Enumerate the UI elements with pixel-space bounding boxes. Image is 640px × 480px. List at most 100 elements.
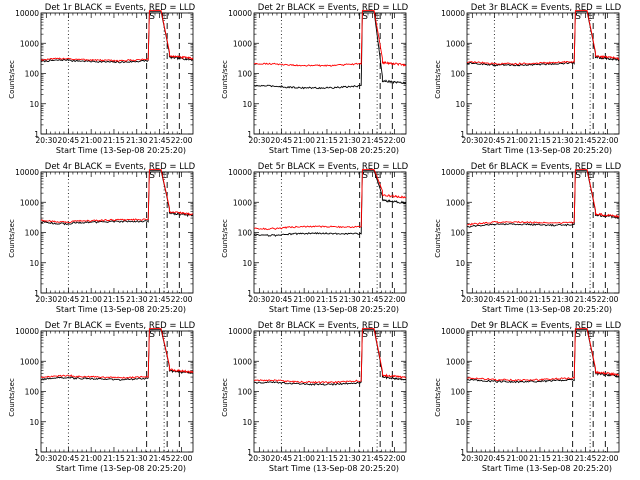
y-axis-label: Counts/sec	[434, 378, 442, 417]
x-tick-label: 21:15	[103, 136, 125, 145]
x-tick-label: 21:45	[575, 454, 597, 463]
series-line-events	[40, 11, 194, 64]
x-tick-label: 21:15	[529, 454, 551, 463]
x-tick-label: 21:30	[339, 454, 361, 463]
x-tick-label: 21:15	[529, 136, 551, 145]
y-tick-label: 1000	[20, 39, 39, 48]
x-tick-label: 21:15	[316, 295, 338, 304]
x-tick-label: 21:45	[575, 136, 597, 145]
marker-e-label: E	[161, 171, 167, 181]
x-tick-label: 21:15	[316, 136, 338, 145]
y-tick-label: 10000	[441, 327, 465, 336]
marker-e-label: E	[587, 12, 593, 22]
x-tick-label: 21:30	[552, 454, 574, 463]
x-tick-label: 21:45	[149, 136, 171, 145]
x-tick-label: 20:45	[58, 454, 80, 463]
y-tick-label: 10000	[228, 327, 252, 336]
plot-frame	[40, 330, 194, 453]
marker-e-label: E	[587, 171, 593, 181]
series-line-events	[466, 329, 620, 384]
panel-title: Det 8r BLACK = Events, RED = LLD	[258, 321, 409, 331]
marker-e-label: E	[587, 330, 593, 340]
x-tick-label: 21:00	[293, 136, 315, 145]
plot-frame	[466, 330, 620, 453]
x-tick-label: 21:00	[506, 454, 528, 463]
x-tick-label: 21:00	[506, 295, 528, 304]
panel-title: Det 1r BLACK = Events, RED = LLD	[45, 3, 196, 13]
x-tick-label: 21:45	[362, 136, 384, 145]
panel-title: Det 6r BLACK = Events, RED = LLD	[471, 162, 622, 172]
x-axis-label: Start Time (13-Sep-08 20:25:20)	[482, 305, 612, 314]
x-tick-label: 20:45	[484, 454, 506, 463]
panel-9: Det 9r BLACK = Events, RED = LLD 1 10 100 10…	[434, 321, 622, 473]
y-tick-label: 100	[25, 229, 40, 238]
panel-8: Det 8r BLACK = Events, RED = LLD 1 10 100 10…	[221, 321, 409, 473]
y-tick-label: 100	[238, 388, 253, 397]
y-tick-label: 10	[455, 259, 465, 268]
y-tick-label: 10000	[441, 9, 465, 18]
series-line-lld	[253, 328, 407, 384]
x-tick-label: 22:00	[384, 136, 406, 145]
plot-frame	[253, 330, 407, 453]
series-line-lld	[40, 10, 194, 62]
series-line-events	[254, 11, 407, 90]
y-tick-label: 100	[451, 229, 466, 238]
x-tick-label: 21:30	[126, 136, 148, 145]
y-tick-label: 100	[451, 70, 466, 79]
panel-title: Det 4r BLACK = Events, RED = LLD	[45, 162, 196, 172]
marker-e-label: E	[374, 330, 380, 340]
y-tick-label: 10000	[15, 168, 39, 177]
y-tick-label: 1	[247, 448, 252, 457]
x-tick-label: 21:30	[339, 136, 361, 145]
series-line-lld	[253, 10, 407, 67]
plot-frame	[253, 12, 407, 135]
y-tick-label: 10000	[15, 327, 39, 336]
x-axis-label: Start Time (13-Sep-08 20:25:20)	[269, 464, 399, 473]
panel-title: Det 3r BLACK = Events, RED = LLD	[471, 3, 622, 13]
y-tick-label: 1	[34, 130, 39, 139]
series-line-events	[466, 11, 620, 67]
marker-s-label: S	[362, 12, 368, 22]
x-axis-label: Start Time (13-Sep-08 20:25:20)	[482, 146, 612, 155]
x-tick-label: 21:00	[506, 136, 528, 145]
x-tick-label: 21:45	[149, 295, 171, 304]
plot-frame	[40, 171, 194, 294]
x-tick-label: 22:00	[597, 454, 619, 463]
x-tick-label: 21:45	[575, 295, 597, 304]
x-tick-label: 22:00	[384, 295, 406, 304]
x-tick-label: 20:30	[462, 454, 484, 463]
x-tick-label: 22:00	[171, 454, 193, 463]
x-tick-label: 20:45	[271, 295, 293, 304]
y-tick-label: 1000	[446, 39, 465, 48]
x-tick-label: 21:30	[552, 136, 574, 145]
y-tick-label: 10	[29, 100, 39, 109]
series-line-lld	[40, 169, 194, 224]
x-axis-label: Start Time (13-Sep-08 20:25:20)	[269, 305, 399, 314]
x-tick-label: 21:00	[293, 454, 315, 463]
plot-frame	[466, 12, 620, 135]
y-tick-label: 10	[242, 259, 252, 268]
y-axis-label: Counts/sec	[434, 219, 442, 258]
y-axis-label: Counts/sec	[434, 60, 442, 99]
marker-e-label: E	[161, 12, 167, 22]
x-tick-label: 20:30	[36, 454, 58, 463]
y-tick-label: 1	[247, 130, 252, 139]
y-tick-label: 1000	[233, 39, 252, 48]
series-line-lld	[40, 328, 194, 379]
x-tick-label: 21:45	[362, 454, 384, 463]
panel-2: Det 2r BLACK = Events, RED = LLD 1 10 100 10…	[221, 3, 409, 155]
panel-title: Det 9r BLACK = Events, RED = LLD	[471, 321, 622, 331]
y-tick-label: 1000	[446, 198, 465, 207]
x-tick-label: 21:15	[529, 295, 551, 304]
series-line-events	[253, 170, 407, 237]
y-tick-label: 1000	[20, 198, 39, 207]
marker-s-label: S	[575, 330, 581, 340]
y-axis-label: Counts/sec	[8, 378, 16, 417]
series-line-events	[253, 329, 407, 386]
y-tick-label: 10000	[228, 168, 252, 177]
x-tick-label: 21:30	[126, 454, 148, 463]
y-tick-label: 1	[247, 289, 252, 298]
x-tick-label: 21:00	[293, 295, 315, 304]
x-tick-label: 22:00	[171, 295, 193, 304]
